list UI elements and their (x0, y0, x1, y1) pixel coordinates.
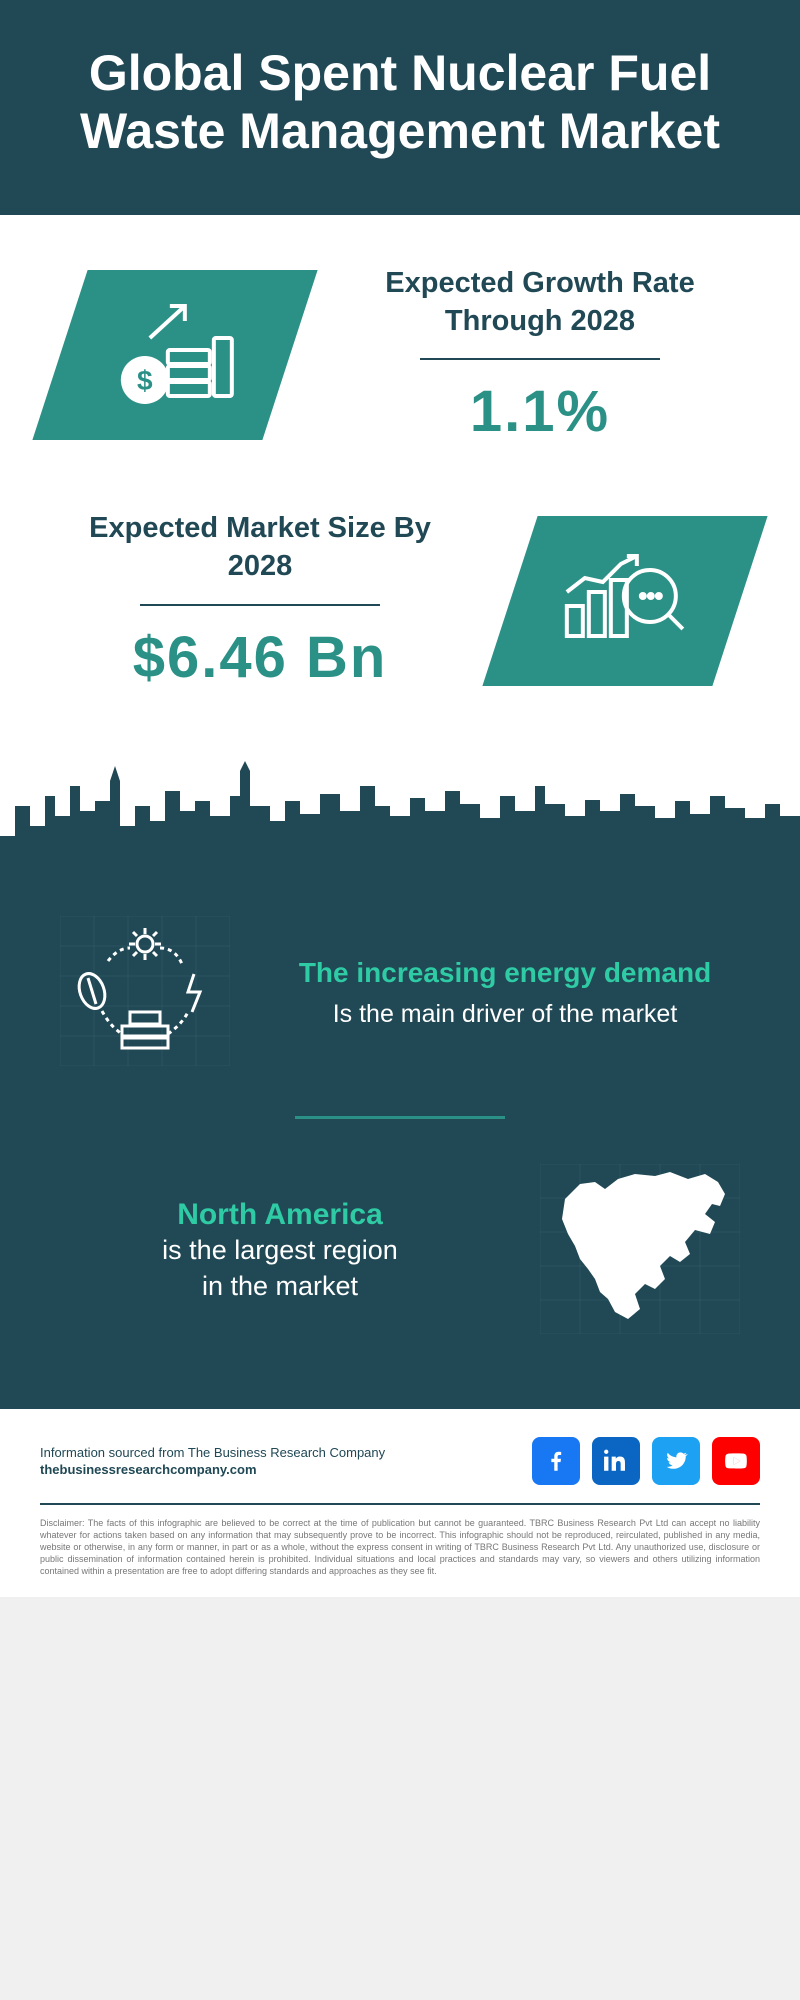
region-sub-2: in the market (60, 1268, 500, 1304)
growth-icon-shape: $ (32, 270, 317, 440)
north-america-map-icon (540, 1164, 740, 1334)
size-icon-shape (482, 516, 767, 686)
source-url: thebusinessresearchcompany.com (40, 1462, 385, 1477)
source-line: Information sourced from The Business Re… (40, 1444, 385, 1462)
size-stat-block: Expected Market Size By 2028 $6.46 Bn (60, 510, 740, 690)
stats-section: $ Expected Growth Rate Through 2028 1.1% (0, 215, 800, 691)
energy-cycle-icon (60, 916, 230, 1066)
facebook-icon[interactable] (532, 1437, 580, 1485)
energy-icon-area (60, 916, 230, 1071)
social-row (532, 1437, 760, 1485)
source-info: Information sourced from The Business Re… (40, 1444, 385, 1477)
youtube-icon[interactable] (712, 1437, 760, 1485)
skyline (0, 756, 800, 886)
footer: Information sourced from The Business Re… (0, 1409, 800, 1598)
region-block: North America is the largest region in t… (60, 1164, 740, 1339)
disclaimer-text: Disclaimer: The facts of this infographi… (40, 1517, 760, 1578)
disclaimer-divider (40, 1503, 760, 1505)
page-title: Global Spent Nuclear Fuel Waste Manageme… (40, 45, 760, 160)
growth-text: Expected Growth Rate Through 2028 1.1% (340, 265, 740, 445)
growth-value: 1.1% (340, 378, 740, 445)
dark-section: The increasing energy demand Is the main… (0, 886, 800, 1409)
map-area (540, 1164, 740, 1339)
driver-block: The increasing energy demand Is the main… (60, 916, 740, 1071)
size-value: $6.46 Bn (60, 624, 460, 691)
region-text: North America is the largest region in t… (60, 1198, 500, 1305)
growth-money-icon: $ (110, 298, 240, 408)
linkedin-icon[interactable] (592, 1437, 640, 1485)
size-label: Expected Market Size By 2028 (60, 510, 460, 585)
infographic-container: Global Spent Nuclear Fuel Waste Manageme… (0, 0, 800, 1597)
footer-top: Information sourced from The Business Re… (40, 1437, 760, 1485)
divider (420, 358, 660, 360)
size-text: Expected Market Size By 2028 $6.46 Bn (60, 510, 460, 690)
divider (140, 604, 380, 606)
driver-sub: Is the main driver of the market (270, 998, 740, 1032)
svg-text:$: $ (137, 365, 153, 396)
header: Global Spent Nuclear Fuel Waste Manageme… (0, 0, 800, 215)
growth-label: Expected Growth Rate Through 2028 (340, 265, 740, 340)
skyline-silhouette (0, 756, 800, 886)
twitter-icon[interactable] (652, 1437, 700, 1485)
driver-highlight: The increasing energy demand (270, 955, 740, 991)
chart-magnify-icon (555, 543, 695, 653)
driver-text: The increasing energy demand Is the main… (270, 955, 740, 1031)
section-divider (295, 1116, 505, 1119)
region-highlight: North America (60, 1198, 500, 1232)
growth-stat-block: $ Expected Growth Rate Through 2028 1.1% (60, 265, 740, 445)
region-sub-1: is the largest region (60, 1232, 500, 1268)
